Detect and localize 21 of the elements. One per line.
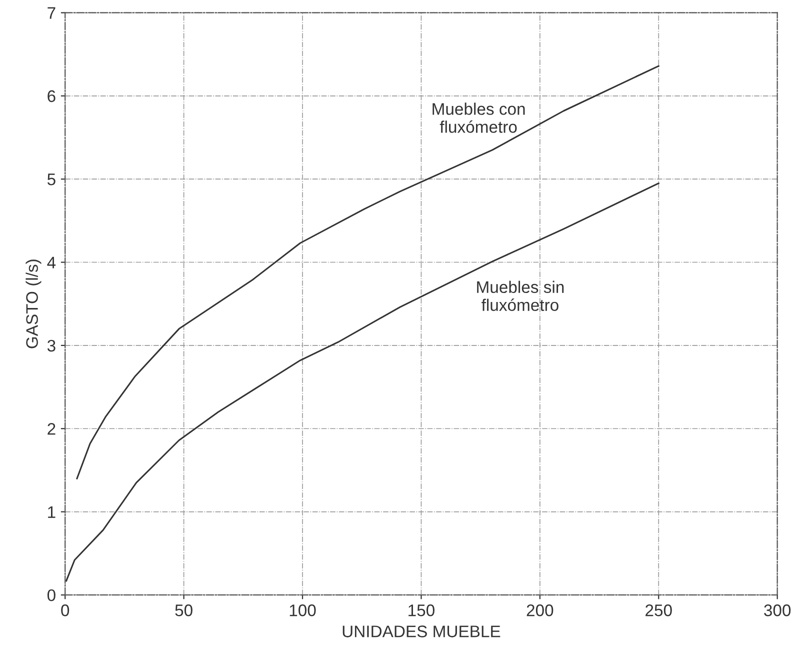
series-label: Muebles sin fluxómetro	[477, 280, 564, 311]
y-tick-label: 1	[48, 506, 56, 518]
y-tick-label: 6	[48, 90, 56, 102]
y-tick-label: 4	[47, 256, 56, 268]
x-tick-label: 300	[764, 604, 791, 616]
y-tick-label: 2	[48, 423, 56, 435]
x-tick-label: 100	[290, 604, 316, 616]
y-tick-label: 0	[47, 589, 56, 602]
x-tick-label: 0	[61, 604, 70, 616]
series-label: Muebles con fluxómetro	[432, 102, 525, 133]
x-tick-label: 50	[175, 604, 192, 616]
x-tick-label: 250	[646, 604, 672, 616]
x-axis-title: UNIDADES MUEBLE	[342, 626, 500, 638]
x-tick-label: 200	[526, 604, 554, 616]
y-tick-label: 7	[48, 7, 56, 19]
y-axis-title: GASTO (l/s)	[26, 260, 42, 348]
line-series	[66, 182, 660, 582]
line-series	[76, 65, 660, 480]
y-tick-label: 5	[47, 174, 56, 186]
y-tick-label: 3	[47, 340, 56, 352]
x-tick-label: 150	[408, 604, 434, 616]
